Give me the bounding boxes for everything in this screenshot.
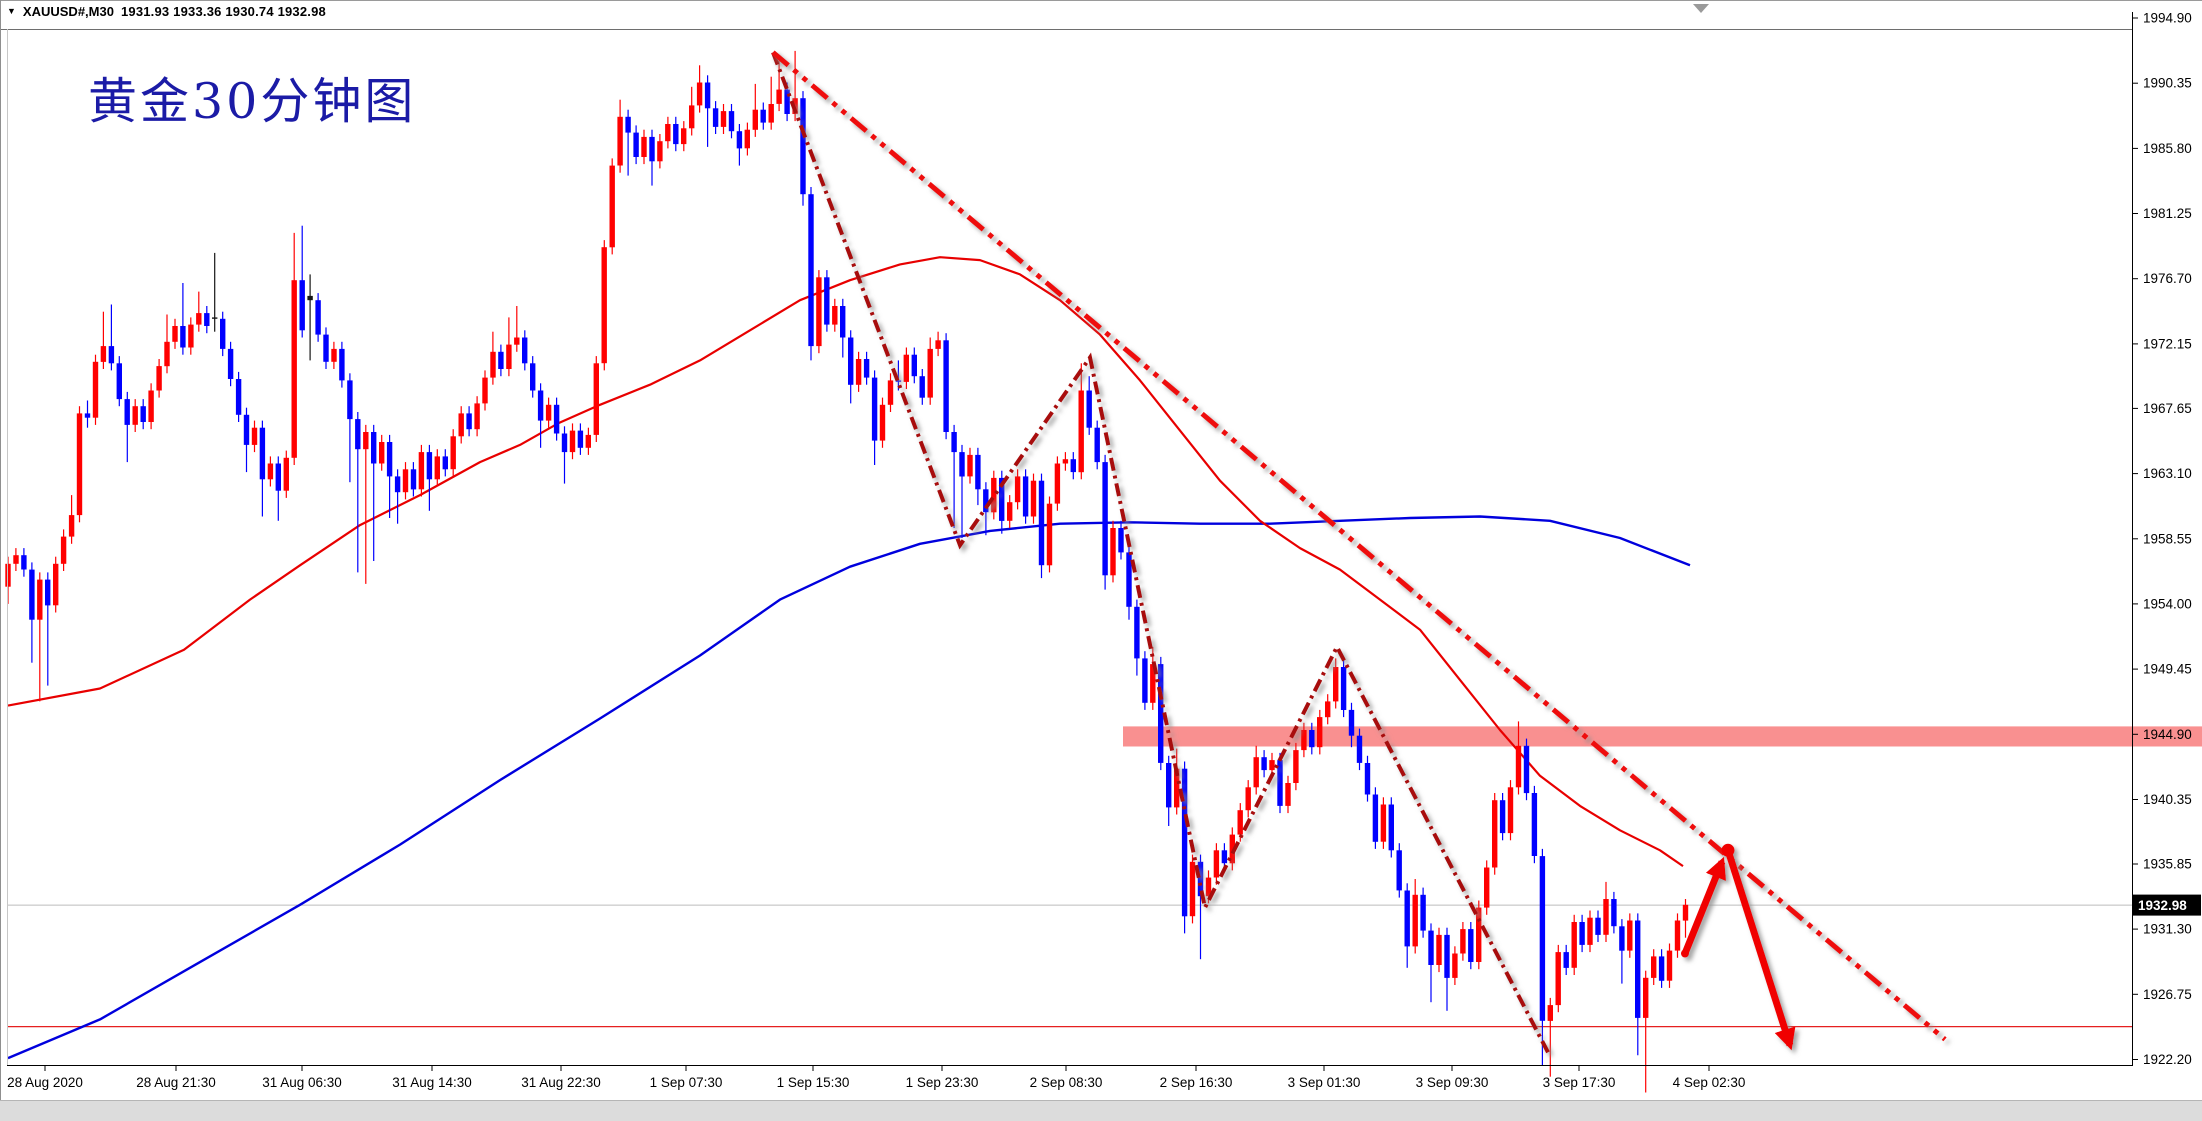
window-left-border: [0, 0, 1, 1100]
svg-text:1 Sep 15:30: 1 Sep 15:30: [777, 1075, 850, 1090]
svg-text:4 Sep 02:30: 4 Sep 02:30: [1673, 1075, 1746, 1090]
ma-fast-red-line: [7, 256, 1684, 868]
svg-text:1981.25: 1981.25: [2143, 206, 2192, 221]
svg-text:1949.45: 1949.45: [2143, 662, 2192, 677]
svg-text:2 Sep 16:30: 2 Sep 16:30: [1160, 1075, 1233, 1090]
svg-text:1985.80: 1985.80: [2143, 141, 2192, 156]
status-strip: [0, 1100, 2202, 1121]
chart-title-annotation: 黄金30分钟图: [88, 73, 417, 130]
collapse-icon[interactable]: ▼: [7, 6, 16, 16]
chart-header: ▼ XAUUSD#,M30 1931.93 1933.36 1930.74 19…: [7, 4, 326, 19]
tail-dot: [1681, 949, 1689, 958]
svg-text:28 Aug 21:30: 28 Aug 21:30: [136, 1075, 216, 1090]
svg-text:1958.55: 1958.55: [2143, 531, 2192, 546]
current-price-tag: 1932.98: [2133, 894, 2201, 916]
svg-text:1967.65: 1967.65: [2143, 401, 2192, 416]
svg-text:28 Aug 2020: 28 Aug 2020: [7, 1075, 83, 1090]
symbol-timeframe-label: XAUUSD#,M30: [22, 4, 114, 19]
svg-text:31 Aug 06:30: 31 Aug 06:30: [262, 1075, 342, 1090]
forecast-down-arrow: [1724, 849, 1796, 1051]
price-axis[interactable]: 1994.90 1990.35 1985.80 1981.25 1976.70 1972.…: [2132, 11, 2192, 1068]
svg-text:1931.30: 1931.30: [2143, 922, 2192, 937]
pattern-zigzag-line[interactable]: [771, 51, 1550, 1054]
svg-text:1994.90: 1994.90: [2143, 11, 2192, 26]
svg-text:1922.20: 1922.20: [2143, 1052, 2192, 1067]
svg-text:3 Sep 01:30: 3 Sep 01:30: [1288, 1075, 1361, 1090]
descending-trendline[interactable]: [771, 50, 1947, 1042]
svg-text:1990.35: 1990.35: [2143, 76, 2192, 91]
candles-layer: [5, 50, 1689, 1093]
svg-text:1932.98: 1932.98: [2138, 898, 2187, 913]
resistance-band: [1123, 726, 2202, 747]
svg-text:1976.70: 1976.70: [2143, 271, 2192, 286]
svg-text:1935.85: 1935.85: [2143, 857, 2192, 872]
svg-text:1940.35: 1940.35: [2143, 792, 2192, 807]
time-axis[interactable]: 28 Aug 2020 28 Aug 21:30 31 Aug 06:30 31 Au…: [7, 1066, 1745, 1090]
svg-text:3 Sep 17:30: 3 Sep 17:30: [1543, 1075, 1616, 1090]
svg-text:1954.00: 1954.00: [2143, 596, 2192, 611]
svg-text:31 Aug 22:30: 31 Aug 22:30: [521, 1075, 601, 1090]
forecast-arrows[interactable]: [1681, 843, 1796, 1051]
svg-text:2 Sep 08:30: 2 Sep 08:30: [1030, 1075, 1103, 1090]
ohlc-values: 1931.93 1933.36 1930.74 1932.98: [120, 4, 326, 19]
svg-text:1963.10: 1963.10: [2143, 466, 2192, 481]
svg-text:1944.90: 1944.90: [2143, 727, 2192, 742]
svg-text:1 Sep 07:30: 1 Sep 07:30: [650, 1075, 723, 1090]
svg-text:1926.75: 1926.75: [2143, 987, 2192, 1002]
window-top-border: [0, 0, 2202, 1]
shift-marker-icon: [1693, 4, 1709, 13]
svg-text:1 Sep 23:30: 1 Sep 23:30: [906, 1075, 979, 1090]
chart-left-border: [7, 29, 8, 1065]
ma-slow-blue-line: [7, 515, 1691, 1060]
pivot-dot: [1721, 843, 1735, 857]
forecast-up-arrow: [1681, 856, 1726, 955]
svg-text:31 Aug 14:30: 31 Aug 14:30: [392, 1075, 472, 1090]
svg-text:1972.15: 1972.15: [2143, 336, 2192, 351]
svg-text:3 Sep 09:30: 3 Sep 09:30: [1416, 1075, 1489, 1090]
